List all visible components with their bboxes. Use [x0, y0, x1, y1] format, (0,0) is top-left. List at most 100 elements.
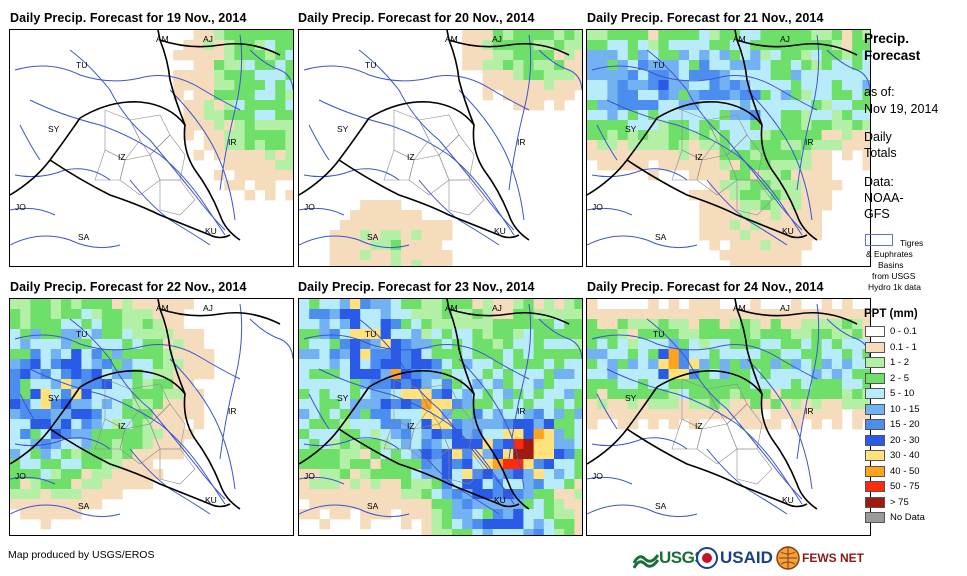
precip-cell — [831, 110, 843, 121]
precip-cell — [638, 50, 649, 61]
precip-cell — [740, 140, 751, 151]
precip-cell — [523, 40, 534, 51]
province-boundary — [383, 149, 415, 181]
precip-cell — [543, 479, 555, 490]
precip-cell — [299, 299, 310, 310]
precip-cell — [482, 529, 494, 535]
precip-cell — [627, 110, 639, 121]
precip-cell — [554, 389, 565, 400]
province-boundary — [393, 109, 430, 161]
precip-cell — [193, 359, 205, 370]
precip-cell — [112, 439, 123, 450]
precip-cell — [452, 299, 463, 310]
precip-cell — [564, 389, 575, 400]
precip-cell — [607, 349, 618, 360]
precip-cell — [740, 150, 751, 161]
precip-cell — [61, 309, 72, 320]
precip-cell — [411, 329, 422, 340]
precip-cell — [401, 220, 412, 231]
precip-cell — [821, 110, 833, 121]
precip-cell — [390, 309, 402, 320]
precip-cell — [431, 319, 443, 330]
precip-cell — [265, 110, 276, 121]
precip-cell — [750, 250, 761, 261]
precip-cell — [10, 449, 21, 460]
river-basin-line — [706, 179, 788, 246]
precip-cell — [71, 359, 82, 370]
precip-cell — [554, 469, 565, 480]
precip-cell — [492, 469, 504, 480]
precip-cell — [597, 349, 608, 360]
precip-cell — [360, 220, 371, 231]
precip-cell — [587, 40, 598, 51]
precip-cell — [750, 230, 761, 241]
precip-cell — [234, 100, 245, 111]
precip-cell — [183, 399, 194, 410]
precip-cell — [750, 200, 761, 211]
precip-cell — [224, 180, 235, 191]
legend-label: No Data — [890, 512, 925, 523]
precip-cell — [709, 110, 720, 121]
precip-cell — [597, 369, 608, 380]
precip-cell — [350, 449, 361, 460]
precip-cell — [780, 379, 792, 390]
precip-cell — [40, 409, 52, 420]
precip-cell — [513, 319, 524, 330]
precip-cell — [658, 399, 669, 410]
river-basin-line — [308, 393, 330, 430]
precip-cell — [441, 519, 453, 530]
precip-cell — [254, 150, 266, 161]
precip-cell — [678, 70, 690, 81]
legend-swatch — [865, 341, 885, 353]
precip-cell — [482, 60, 494, 71]
precip-cell — [380, 509, 392, 520]
precip-cell — [193, 349, 205, 360]
precip-cell — [719, 200, 731, 211]
precip-cell — [533, 509, 545, 520]
precip-cell — [462, 409, 473, 420]
precip-cell — [431, 519, 443, 530]
precip-cell — [339, 399, 351, 410]
precip-map-1: AM AJ TU SY IZ IR JO SA KU — [9, 29, 294, 267]
precip-cell — [122, 469, 133, 480]
precip-cell — [350, 220, 361, 231]
precip-cell — [791, 260, 802, 266]
precip-cell — [543, 379, 555, 390]
legend-label: 0.1 - 1 — [890, 341, 917, 353]
precip-cell — [61, 409, 72, 420]
precip-cell — [709, 240, 720, 251]
precip-cell — [533, 389, 545, 400]
precip-cell — [421, 230, 432, 241]
country-border — [736, 308, 858, 325]
precip-cell — [503, 329, 514, 340]
side-title-line1: Precip. — [864, 31, 910, 46]
precip-cell — [61, 459, 72, 470]
precip-cell — [10, 379, 21, 390]
precip-cell — [709, 40, 720, 51]
precip-cell — [401, 429, 412, 440]
precip-cell — [224, 160, 235, 171]
precip-cell — [411, 439, 422, 450]
province-boundary — [104, 378, 141, 430]
precip-cell — [709, 389, 720, 400]
precip-cell — [390, 409, 402, 420]
precip-cell — [689, 130, 700, 141]
precip-cell — [183, 299, 194, 310]
precip-cell — [275, 100, 286, 111]
precip-cell — [523, 519, 534, 530]
precip-cell — [61, 499, 72, 510]
map-label-jo: JO — [304, 202, 315, 212]
precip-cell — [648, 329, 659, 340]
precip-cell — [380, 449, 392, 460]
country-border — [448, 39, 570, 56]
precip-cell — [441, 459, 453, 470]
river-basin-line — [14, 334, 241, 380]
precip-cell — [554, 399, 565, 410]
precip-cell — [30, 319, 41, 330]
precip-cell — [380, 419, 392, 430]
precip-cell — [760, 40, 771, 51]
precip-cell — [668, 140, 680, 151]
precip-cell — [587, 130, 598, 141]
precip-cell — [390, 499, 402, 510]
river-basin-line — [219, 34, 243, 191]
